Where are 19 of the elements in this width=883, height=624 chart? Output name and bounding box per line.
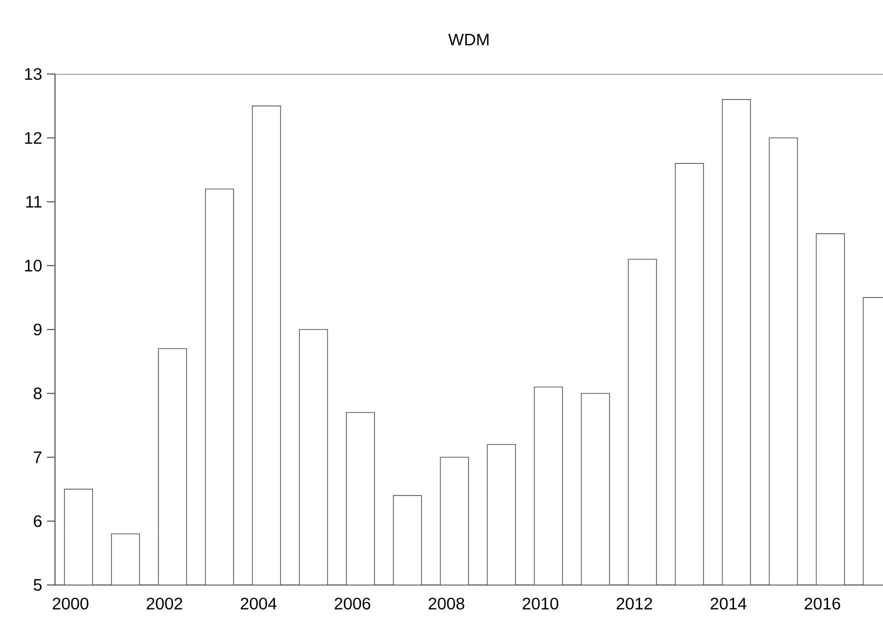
y-tick-label: 6 <box>34 515 42 528</box>
x-tick-label: 2008 <box>428 598 464 610</box>
y-tick-label: 13 <box>25 68 42 80</box>
x-tick-label: 2014 <box>710 598 746 610</box>
x-tick-label: 2002 <box>146 598 182 610</box>
y-tick-label: 7 <box>34 452 42 463</box>
x-tick-label: 2004 <box>240 598 277 610</box>
x-tick-label: 2016 <box>804 598 840 610</box>
y-tick-label: 5 <box>34 579 42 591</box>
y-tick-label: 12 <box>25 132 42 144</box>
x-tick-label: 2000 <box>52 598 88 610</box>
y-tick-label: 9 <box>34 324 42 336</box>
y-tick-label: 11 <box>26 196 42 208</box>
x-tick-label: 2006 <box>334 598 370 610</box>
y-tick-label: 10 <box>25 260 42 272</box>
x-tick-label: 2010 <box>522 598 558 610</box>
x-tick-label: 2012 <box>616 598 652 610</box>
chart-title: WDM <box>448 34 488 46</box>
y-tick-label: 8 <box>34 387 42 400</box>
